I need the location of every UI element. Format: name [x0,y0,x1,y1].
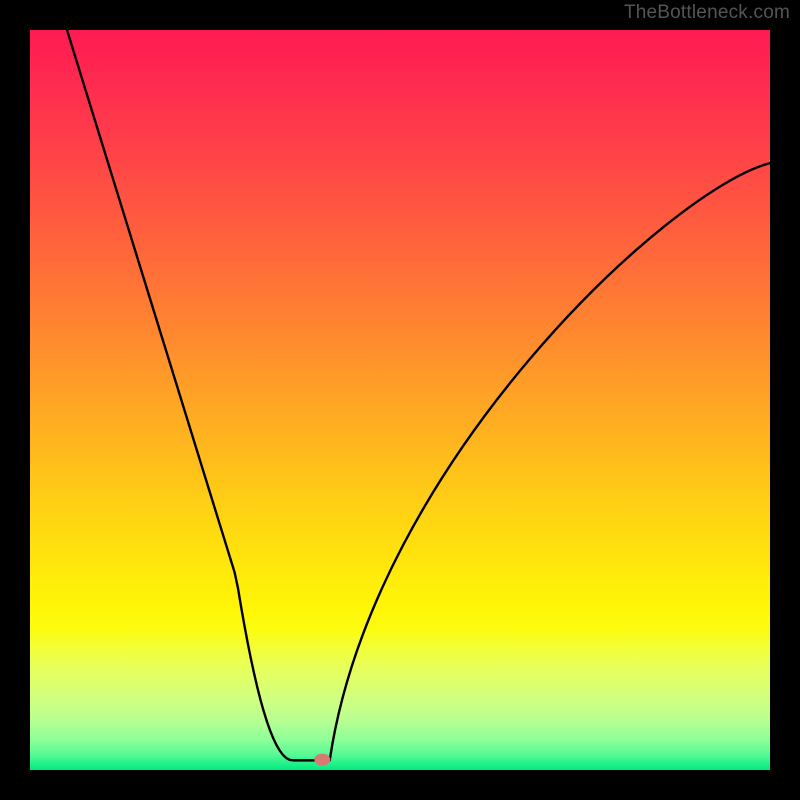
plot-area [30,30,770,770]
plot-svg [30,30,770,770]
watermark-text: TheBottleneck.com [624,2,790,24]
gradient-background [30,30,770,770]
chart-frame: TheBottleneck.com [0,0,800,800]
optimum-marker [314,754,330,766]
